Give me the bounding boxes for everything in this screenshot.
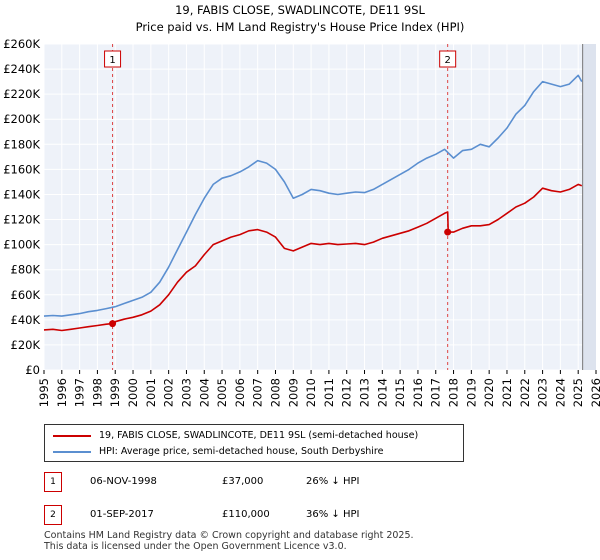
x-tick-label: 2000 — [126, 378, 140, 407]
y-tick-label: £20K — [11, 338, 41, 352]
y-tick-label: £240K — [3, 62, 40, 76]
series-property-line — [43, 183, 583, 332]
sale-badge-label: 1 — [109, 55, 115, 66]
sale-markers-lines — [112, 44, 584, 370]
x-tick-label: 2007 — [251, 378, 265, 407]
y-tick-label: £40K — [11, 313, 41, 327]
sale-price: £37,000 — [222, 476, 264, 487]
x-tick-label: 2011 — [322, 378, 336, 407]
y-tick-label: £160K — [3, 162, 40, 176]
chart-title: 19, FABIS CLOSE, SWADLINCOTE, DE11 9SL P… — [0, 2, 600, 36]
series-hpi-line — [43, 74, 583, 317]
future-shade — [582, 44, 596, 370]
x-tick-label: 2023 — [536, 378, 550, 407]
x-tick-label: 2020 — [482, 378, 496, 407]
y-tick-label: £0 — [25, 363, 40, 377]
x-tick-label: 2018 — [447, 378, 461, 407]
y-tick-label: £120K — [3, 213, 40, 227]
x-axis: 1995 1996 1997 1998 1999 2000 2001 2002 2003 2004… — [37, 370, 600, 407]
x-tick-label: 2013 — [358, 378, 372, 407]
legend-swatch-hpi — [53, 450, 91, 453]
plot-area — [44, 44, 596, 370]
legend-label-property: 19, FABIS CLOSE, SWADLINCOTE, DE11 9SL (… — [99, 430, 419, 441]
sale-point — [444, 228, 452, 236]
x-tick-label: 2024 — [553, 378, 567, 407]
x-tick-label: 2022 — [518, 378, 532, 407]
chart-title-line1: 19, FABIS CLOSE, SWADLINCOTE, DE11 9SL — [175, 3, 425, 17]
footer-licence: This data is licensed under the Open Gov… — [44, 541, 347, 552]
sale-number-badge: 1 — [44, 472, 62, 492]
legend-item-property: 19, FABIS CLOSE, SWADLINCOTE, DE11 9SL (… — [53, 428, 418, 444]
x-tick-label: 1996 — [55, 378, 69, 407]
grid-layer — [43, 43, 597, 371]
legend-item-hpi: HPI: Average price, semi-detached house,… — [53, 444, 383, 460]
chart-title-line2: Price paid vs. HM Land Registry's House … — [135, 20, 465, 34]
x-tick-label: 2025 — [571, 378, 585, 407]
legend-swatch-property — [53, 434, 91, 437]
x-tick-label: 2006 — [233, 378, 247, 407]
x-tick-label: 2017 — [429, 378, 443, 407]
sale-hpi-diff: 26% ↓ HPI — [306, 476, 360, 487]
sale-badge-label: 2 — [444, 55, 450, 66]
y-tick-label: £220K — [3, 87, 40, 101]
y-tick-label: £60K — [11, 288, 41, 302]
x-tick-label: 2019 — [464, 378, 478, 407]
sale-badge-box — [439, 50, 457, 68]
y-tick-label: £200K — [3, 112, 40, 126]
x-tick-label: 2003 — [179, 378, 193, 407]
legend-label-hpi: HPI: Average price, semi-detached house,… — [99, 446, 384, 457]
x-tick-label: 2016 — [411, 378, 425, 407]
x-tick-label: 2010 — [304, 378, 318, 407]
footer: Contains HM Land Registry data © Crown c… — [44, 530, 414, 552]
x-tick-label: 2008 — [268, 378, 282, 407]
x-tick-label: 2012 — [340, 378, 354, 407]
x-tick-label: 2009 — [286, 378, 300, 407]
price-chart: £0 £20K £40K £60K £80K £100K £120K £140K £160K £1… — [3, 37, 600, 407]
sale-badge-box — [104, 50, 122, 68]
y-tick-label: £140K — [3, 187, 40, 201]
y-tick-label: £100K — [3, 238, 40, 252]
x-tick-label: 2002 — [162, 378, 176, 407]
x-tick-label: 2026 — [589, 378, 600, 407]
sale-price: £110,000 — [222, 509, 270, 520]
x-tick-label: 2001 — [144, 378, 158, 407]
x-tick-label: 2014 — [375, 378, 389, 407]
sale-date: 06-NOV-1998 — [90, 476, 157, 487]
sale-number-badge: 2 — [44, 505, 62, 525]
footer-copyright: Contains HM Land Registry data © Crown c… — [44, 530, 414, 541]
series-layer — [43, 74, 583, 332]
legend: 19, FABIS CLOSE, SWADLINCOTE, DE11 9SL (… — [44, 424, 464, 462]
y-axis: £0 £20K £40K £60K £80K £100K £120K £140K £160K £1… — [3, 37, 40, 377]
x-tick-label: 1997 — [73, 378, 87, 407]
x-tick-label: 2021 — [500, 378, 514, 407]
y-tick-label: £80K — [11, 263, 41, 277]
x-tick-label: 2004 — [197, 378, 211, 407]
sale-point — [109, 320, 117, 328]
sale-date: 01-SEP-2017 — [90, 509, 154, 520]
y-tick-label: £260K — [3, 37, 40, 51]
sale-points — [109, 228, 452, 328]
x-tick-label: 2005 — [215, 378, 229, 407]
x-tick-label: 1995 — [37, 378, 51, 407]
x-tick-label: 1999 — [108, 378, 122, 407]
x-tick-label: 1998 — [90, 378, 104, 407]
y-tick-label: £180K — [3, 137, 40, 151]
x-tick-label: 2015 — [393, 378, 407, 407]
sale-hpi-diff: 36% ↓ HPI — [306, 509, 360, 520]
